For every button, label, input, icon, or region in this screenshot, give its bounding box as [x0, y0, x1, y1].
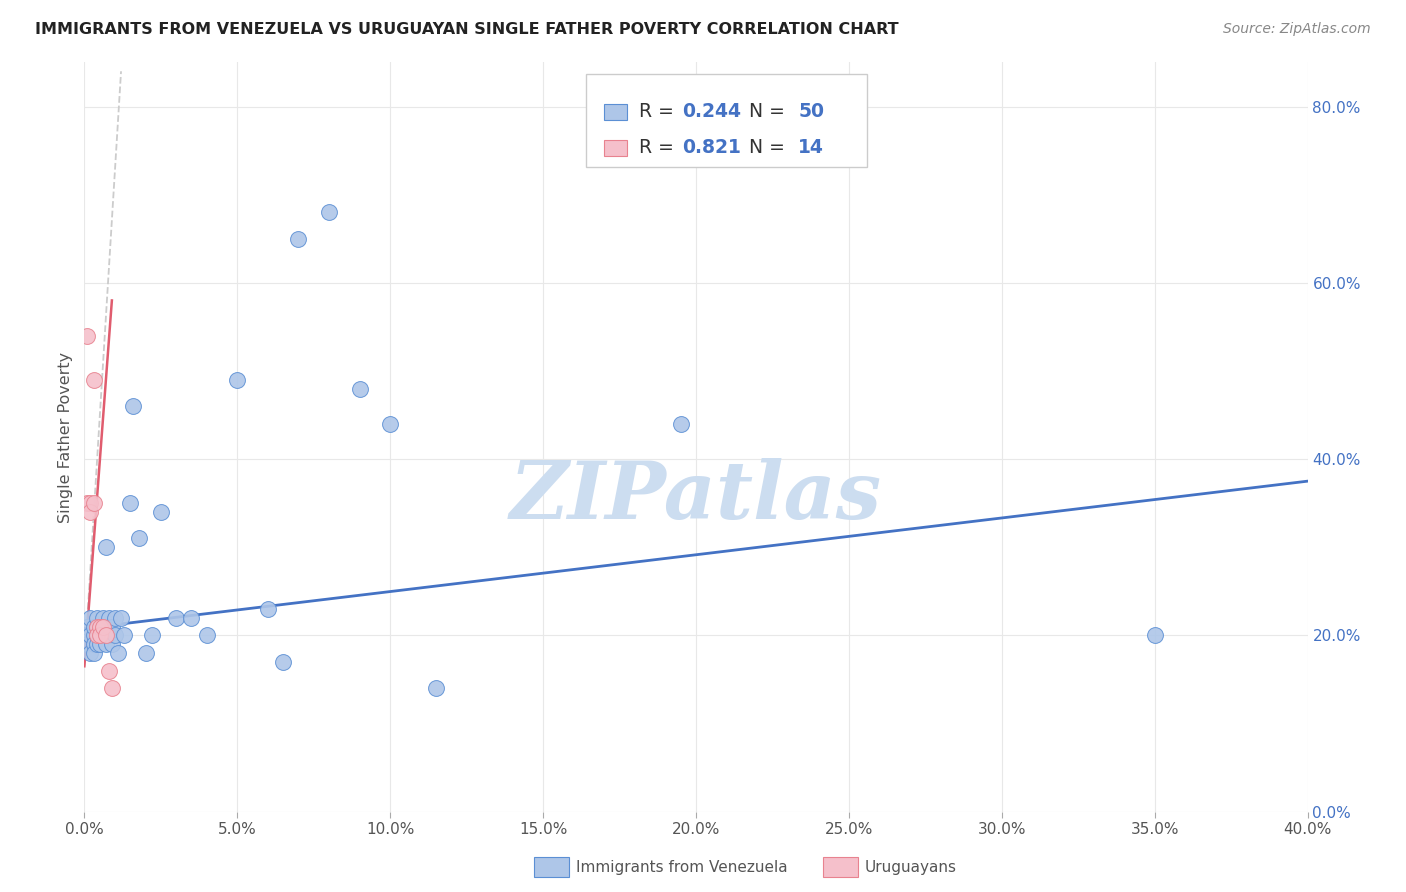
Point	[101, 681, 124, 696]
Text: R =: R =	[640, 138, 681, 157]
Point	[79, 611, 101, 625]
Point	[112, 628, 135, 642]
Point	[271, 655, 294, 669]
Point	[89, 619, 111, 633]
Point	[91, 611, 114, 625]
Point	[669, 417, 692, 431]
Text: ZIPatlas: ZIPatlas	[510, 458, 882, 536]
Point	[257, 602, 280, 616]
Point	[79, 505, 101, 519]
Point	[83, 637, 105, 651]
Point	[89, 628, 111, 642]
FancyBboxPatch shape	[605, 103, 627, 120]
Point	[97, 611, 120, 625]
Point	[83, 619, 105, 633]
Point	[107, 646, 129, 660]
Point	[97, 664, 120, 678]
Point	[226, 373, 249, 387]
Point	[86, 611, 108, 625]
Point	[79, 496, 101, 510]
Text: Source: ZipAtlas.com: Source: ZipAtlas.com	[1223, 22, 1371, 37]
Point	[141, 628, 163, 642]
Text: IMMIGRANTS FROM VENEZUELA VS URUGUAYAN SINGLE FATHER POVERTY CORRELATION CHART: IMMIGRANTS FROM VENEZUELA VS URUGUAYAN S…	[35, 22, 898, 37]
Point	[91, 628, 114, 642]
Point	[425, 681, 447, 696]
Point	[94, 619, 117, 633]
Text: R =: R =	[640, 103, 681, 121]
Point	[91, 619, 114, 633]
Point	[76, 637, 98, 651]
Point	[94, 541, 117, 555]
Point	[94, 628, 117, 642]
Point	[83, 628, 105, 642]
Text: N =: N =	[737, 103, 792, 121]
FancyBboxPatch shape	[605, 140, 627, 156]
Point	[83, 496, 105, 510]
Point	[287, 232, 309, 246]
Point	[86, 619, 108, 633]
Point	[110, 611, 132, 625]
Point	[83, 373, 105, 387]
Point	[122, 399, 145, 413]
Point	[91, 628, 114, 642]
Point	[76, 619, 98, 633]
Point	[380, 417, 402, 431]
Point	[128, 532, 150, 546]
FancyBboxPatch shape	[586, 74, 868, 168]
Text: 0.821: 0.821	[682, 138, 741, 157]
Point	[97, 628, 120, 642]
Point	[89, 619, 111, 633]
Point	[101, 619, 124, 633]
Point	[94, 637, 117, 651]
Point	[101, 637, 124, 651]
Point	[318, 205, 340, 219]
Point	[104, 611, 127, 625]
Point	[76, 328, 98, 343]
Y-axis label: Single Father Poverty: Single Father Poverty	[58, 351, 73, 523]
Text: 14: 14	[799, 138, 824, 157]
Point	[1143, 628, 1166, 642]
Point	[86, 628, 108, 642]
Point	[120, 496, 142, 510]
Point	[86, 619, 108, 633]
Point	[349, 382, 371, 396]
Point	[104, 628, 127, 642]
Point	[149, 505, 172, 519]
Point	[165, 611, 187, 625]
Text: Uruguayans: Uruguayans	[865, 860, 956, 874]
Point	[89, 637, 111, 651]
Point	[135, 646, 157, 660]
Point	[86, 637, 108, 651]
Point	[83, 646, 105, 660]
Point	[79, 628, 101, 642]
Point	[86, 628, 108, 642]
Point	[79, 646, 101, 660]
Point	[195, 628, 218, 642]
Point	[76, 496, 98, 510]
Text: N =: N =	[737, 138, 792, 157]
Text: Immigrants from Venezuela: Immigrants from Venezuela	[576, 860, 789, 874]
Text: 0.244: 0.244	[682, 103, 741, 121]
Point	[89, 628, 111, 642]
Text: 50: 50	[799, 103, 824, 121]
Point	[180, 611, 202, 625]
